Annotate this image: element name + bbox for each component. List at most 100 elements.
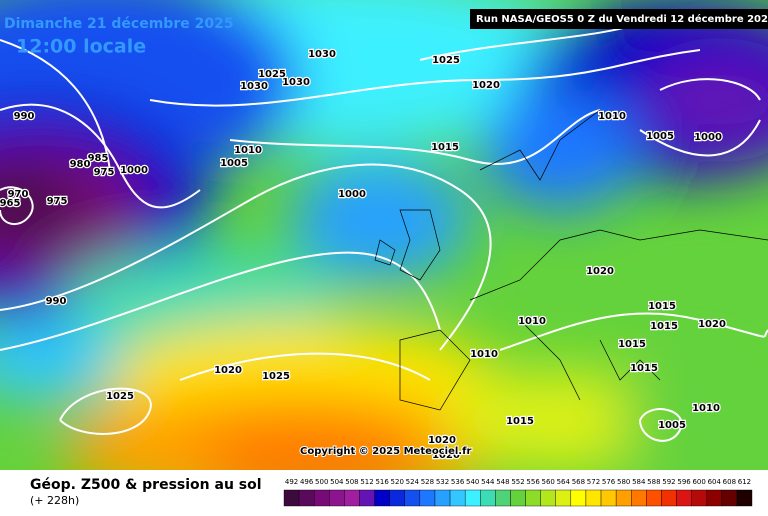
scale-swatch [615,489,632,507]
scale-label: 528 [421,478,434,486]
scale-swatch [283,489,300,507]
isobar-label: 1010 [234,145,262,156]
isobar-label: 980 [70,159,91,170]
scale-label: 576 [602,478,616,486]
scale-label: 560 [542,478,555,486]
isobar-label: 1020 [432,450,460,461]
scale-swatch [646,489,662,507]
isobar-label: 1000 [120,165,148,176]
scale-swatch [374,489,390,507]
scale-label: 580 [617,478,630,486]
scale-swatch [359,489,375,507]
scale-label: 524 [406,478,420,486]
isobar-label: 1020 [698,319,726,330]
scale-swatch [313,489,330,507]
isobar-label: 975 [94,167,115,178]
scale-label: 508 [345,478,358,486]
scale-label: 572 [587,478,600,486]
scale-swatch [480,489,496,507]
scale-swatch [419,489,436,507]
isobar-label: 990 [14,111,35,122]
scale-label: 516 [375,478,389,486]
isobar-label: 1000 [694,132,722,143]
scale-label: 536 [451,478,465,486]
scale-swatch [495,489,511,507]
isobar-label: 1020 [472,80,500,91]
scale-swatch [540,489,556,507]
isobar-label: 1005 [646,131,674,142]
isobar-label: 1015 [650,321,678,332]
isobar-label: 1015 [506,416,534,427]
scale-label: 544 [481,478,495,486]
isobar-label: 1020 [586,266,614,277]
isobar-label: 1030 [240,81,268,92]
scale-swatch [691,489,707,507]
scale-label: 604 [708,478,722,486]
isobar-label: 970 [8,189,29,200]
isobar-label: 1015 [618,339,646,350]
scale-swatch [525,489,541,507]
scale-label: 532 [436,478,449,486]
isobar-label: 1025 [258,69,286,80]
scale-swatch [344,489,360,507]
isobar-label: 1000 [338,189,366,200]
scale-swatch [298,489,315,507]
scale-label: 600 [692,478,705,486]
date-label: Dimanche 21 décembre 2025 [4,16,234,32]
scale-label: 564 [557,478,571,486]
scale-label: 612 [738,478,751,486]
isobar-label: 1015 [648,301,676,312]
run-label: Run NASA/GEOS5 0 Z du Vendredi 12 décemb… [476,13,768,25]
scale-swatch [676,489,692,507]
isobar-label: 1025 [432,55,460,66]
scale-swatch [510,489,526,507]
scale-label: 592 [662,478,675,486]
isobar-label: 1025 [106,391,134,402]
footer-title: Géop. Z500 & pression au sol [30,477,262,493]
isobar-label: 1005 [220,158,248,169]
scale-label: 500 [315,478,328,486]
copyright: Copyright © 2025 Meteociel.fr [300,446,471,457]
isobar-label: 1010 [598,111,626,122]
run-box [470,9,768,29]
isobar-label: 1030 [282,77,310,88]
scale-swatch [721,489,738,507]
scale-label: 540 [466,478,479,486]
scale-label: 588 [647,478,660,486]
scale-swatch [555,489,572,507]
scale-swatch [570,489,587,507]
scale-swatch [706,489,723,507]
isobar-label: 1025 [262,371,290,382]
scale-swatch [631,489,647,507]
isobar-label: 1020 [428,435,456,446]
color-scale: 492 496 500 504 508 512 516 520 524 528 532 536 540 5… [283,478,753,507]
isobar-label: 975 [47,196,68,207]
scale-label: 608 [723,478,736,486]
footer-subtitle: (+ 228h) [30,494,79,507]
scale-label: 552 [511,478,524,486]
scale-label: 496 [300,478,314,486]
scale-label: 584 [632,478,646,486]
scale-label: 596 [677,478,691,486]
scale-swatch [464,489,481,507]
coastlines [374,109,768,411]
scale-swatch [736,489,753,507]
isobar-label: 990 [46,296,67,307]
isobar-label: 1005 [658,420,686,431]
scale-swatch [404,489,421,507]
scale-label: 568 [572,478,585,486]
scale-swatch [661,489,677,507]
scale-label: 512 [360,478,373,486]
isobar-label: 985 [88,153,109,164]
isobar-label: 1030 [308,49,336,60]
isobar-label: 1015 [431,142,459,153]
scale-swatch [329,489,345,507]
time-label: 12:00 locale [16,36,146,58]
isobar-label: 1015 [630,363,658,374]
scale-label: 504 [330,478,344,486]
scale-swatch [434,489,451,507]
isobar-label: 1010 [470,349,498,360]
